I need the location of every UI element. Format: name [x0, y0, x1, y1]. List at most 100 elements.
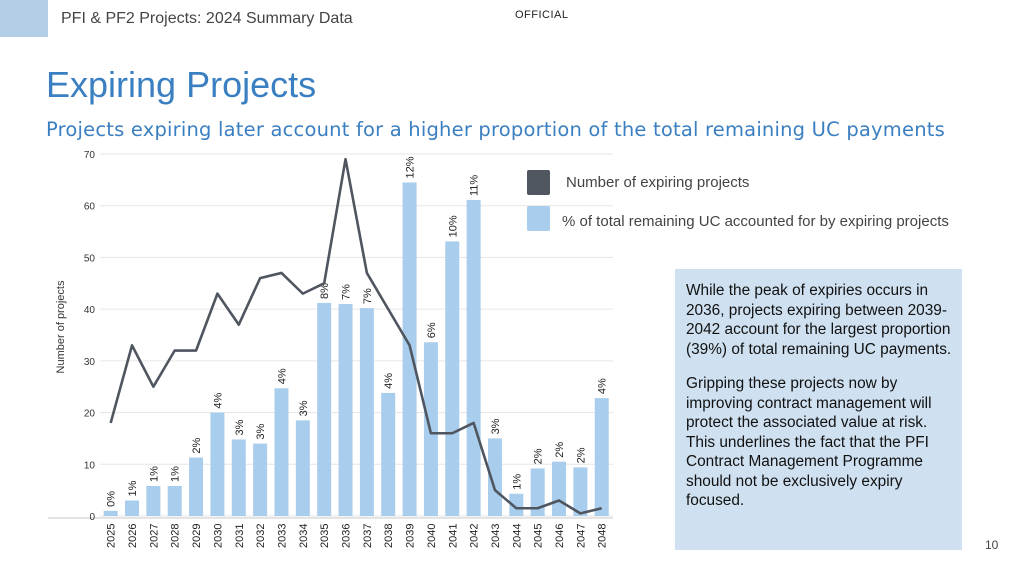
header-title: PFI & PF2 Projects: 2024 Summary Data — [61, 10, 353, 27]
gridlines — [48, 153, 613, 519]
x-tick-label-2045: 2045 — [533, 524, 545, 548]
bar-label-2034: 3% — [298, 400, 310, 416]
legend-bar-swatch — [527, 206, 550, 231]
x-tick-label-2036: 2036 — [341, 524, 353, 548]
y-tick-label-40: 40 — [84, 305, 96, 316]
bar-series — [103, 182, 609, 517]
bar-label-2025: 0% — [106, 491, 118, 507]
page-number: 10 — [985, 538, 999, 552]
x-tick-label-2031: 2031 — [234, 524, 246, 548]
bar-2033 — [274, 388, 289, 516]
bar-label-2035: 8% — [319, 283, 331, 299]
bar-2046 — [552, 461, 567, 516]
y-tick-label-60: 60 — [84, 202, 96, 213]
bar-label-2031: 3% — [234, 419, 246, 435]
callout-paragraph-2: Gripping these projects now by improving… — [686, 375, 932, 509]
x-tick-label-2044: 2044 — [511, 524, 523, 548]
classification-label: OFFICIAL — [515, 9, 569, 21]
slide-subtitle: Projects expiring later account for a hi… — [46, 118, 945, 141]
x-tick-label-2042: 2042 — [469, 524, 481, 548]
x-tick-label-2028: 2028 — [170, 524, 182, 548]
line-series — [109, 157, 603, 515]
bar-2045 — [530, 468, 545, 516]
x-tick-label-2039: 2039 — [405, 524, 417, 548]
bar-2027 — [146, 486, 161, 516]
y-axis-label: Number of projects — [55, 280, 67, 373]
bar-label-2029: 2% — [191, 437, 203, 453]
x-tick-label-2038: 2038 — [383, 524, 395, 548]
x-tick-label-2037: 2037 — [362, 524, 374, 548]
header-accent-tab — [0, 0, 48, 37]
x-tick-label-2027: 2027 — [148, 524, 160, 548]
bar-2047 — [573, 467, 588, 516]
bar-label-2027: 1% — [148, 466, 160, 482]
x-tick-label-2025: 2025 — [106, 524, 118, 548]
bar-label-2045: 2% — [533, 448, 545, 464]
x-tick-label-2029: 2029 — [191, 524, 203, 548]
legend-line-swatch — [527, 170, 550, 195]
bar-label-2039: 12% — [405, 156, 417, 178]
bar-2035 — [317, 302, 332, 516]
bar-label-2046: 2% — [554, 442, 566, 458]
bar-2043 — [487, 438, 502, 516]
bar-2025 — [103, 510, 118, 516]
y-tick-label-30: 30 — [84, 357, 96, 368]
y-tick-label-0: 0 — [89, 512, 95, 523]
x-tick-label-2043: 2043 — [490, 524, 502, 548]
bar-label-2043: 3% — [490, 418, 502, 434]
bar-label-2033: 4% — [276, 368, 288, 384]
legend-line-label: Number of expiring projects — [566, 174, 750, 191]
x-tick-label-2035: 2035 — [319, 524, 331, 548]
x-tick-label-2032: 2032 — [255, 524, 267, 548]
y-tick-label-70: 70 — [84, 150, 96, 161]
bar-label-2040: 6% — [426, 322, 438, 338]
x-tick-label-2030: 2030 — [212, 524, 224, 548]
bar-2029 — [189, 457, 204, 516]
bar-label-2028: 1% — [170, 466, 182, 482]
x-tick-label-2033: 2033 — [276, 524, 288, 548]
bar-2031 — [231, 439, 246, 516]
slide-title: Expiring Projects — [46, 64, 317, 105]
bar-label-2036: 7% — [341, 284, 353, 300]
callout-paragraph-1: While the peak of expiries occurs in 203… — [686, 282, 952, 358]
bar-2037 — [359, 308, 374, 516]
bar-2028 — [167, 486, 182, 516]
bar-2034 — [295, 420, 310, 516]
x-tick-label-2046: 2046 — [554, 524, 566, 548]
x-tick-label-2026: 2026 — [127, 524, 139, 548]
legend-bar-label: % of total remaining UC accounted for by… — [562, 213, 949, 230]
bar-label-2026: 1% — [127, 480, 139, 496]
x-tick-label-2041: 2041 — [447, 524, 459, 548]
x-axis-ticks: 2025 2026 2027 2028 2029 2030 2031 2032 2033 2034… — [106, 524, 609, 548]
bar-2044 — [509, 493, 524, 516]
bar-label-2042: 11% — [469, 175, 481, 196]
bar-2032 — [253, 443, 268, 516]
y-tick-label-20: 20 — [84, 409, 96, 420]
bar-label-2044: 1% — [511, 474, 523, 490]
x-tick-label-2034: 2034 — [298, 524, 310, 548]
x-tick-label-2048: 2048 — [597, 524, 609, 548]
x-tick-label-2040: 2040 — [426, 524, 438, 548]
bar-2038 — [381, 392, 396, 516]
bar-2048 — [594, 398, 609, 516]
callout-box: While the peak of expiries occurs in 203… — [675, 269, 962, 550]
bar-label-2037: 7% — [362, 288, 374, 304]
x-tick-label-2047: 2047 — [575, 524, 587, 548]
bar-label-2038: 4% — [383, 373, 395, 389]
bar-2041 — [445, 241, 460, 516]
bar-2036 — [338, 303, 353, 516]
y-tick-label-50: 50 — [84, 253, 96, 264]
bar-label-2048: 4% — [597, 378, 609, 394]
y-axis-ticks: 0 10 20 30 40 50 60 70 — [84, 150, 96, 523]
bar-2026 — [125, 500, 140, 516]
line-number-of-expiring-projects — [109, 157, 603, 515]
bar-label-2041: 10% — [447, 215, 459, 237]
bar-2042 — [466, 200, 481, 517]
y-tick-label-10: 10 — [84, 460, 96, 471]
bar-label-2030: 4% — [212, 392, 224, 408]
bar-label-2032: 3% — [255, 423, 267, 439]
bar-label-2047: 2% — [575, 447, 587, 463]
bar-2030 — [210, 412, 225, 516]
bar-data-labels: 0% 1% 1% 1% 2% 4% 3% 3% 4% 3% 8% 7% 7% 4% 12% 6% 10% 11% 3… — [106, 156, 609, 507]
